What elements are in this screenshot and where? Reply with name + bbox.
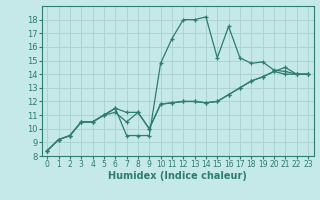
X-axis label: Humidex (Indice chaleur): Humidex (Indice chaleur)	[108, 171, 247, 181]
